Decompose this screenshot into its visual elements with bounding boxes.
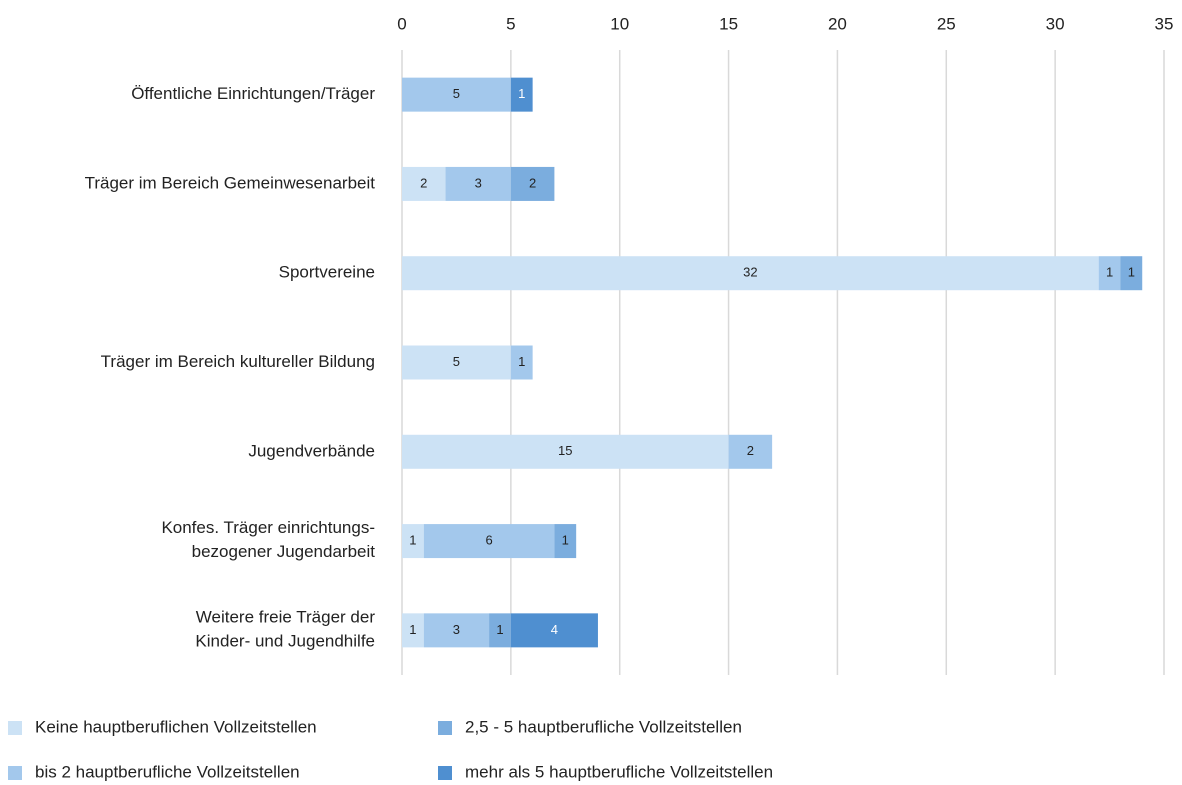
legend-label: bis 2 hauptberufliche Vollzeitstellen bbox=[35, 762, 300, 781]
legend-swatch bbox=[438, 766, 452, 780]
bar-segment bbox=[554, 524, 577, 559]
bar-segment bbox=[402, 166, 446, 201]
legend-swatch bbox=[8, 766, 22, 780]
x-tick-label: 20 bbox=[828, 14, 847, 33]
bar-segment bbox=[402, 77, 511, 112]
bar-segment bbox=[402, 345, 511, 380]
x-tick-label: 35 bbox=[1155, 14, 1174, 33]
legend-swatch bbox=[438, 721, 452, 735]
data-label: 5 bbox=[453, 86, 460, 101]
bar-segment bbox=[445, 166, 511, 201]
data-label: 5 bbox=[453, 354, 460, 369]
data-label: 1 bbox=[1106, 265, 1113, 280]
x-tick-label: 25 bbox=[937, 14, 956, 33]
data-label: 1 bbox=[496, 622, 503, 637]
category-label: Träger im Bereich kultureller Bildung bbox=[101, 352, 375, 371]
bar-segment bbox=[510, 166, 555, 201]
bar-segment bbox=[728, 434, 773, 469]
data-label: 1 bbox=[409, 622, 416, 637]
bar-segment bbox=[423, 613, 490, 648]
bar-segment bbox=[510, 613, 598, 648]
bar-segment bbox=[510, 77, 533, 112]
bar-segment bbox=[402, 434, 729, 469]
data-label: 2 bbox=[420, 175, 427, 190]
bar-segment bbox=[1098, 256, 1121, 291]
data-label: 3 bbox=[453, 622, 460, 637]
bar-segment bbox=[402, 256, 1099, 291]
legend-label: 2,5 - 5 hauptberufliche Vollzeitstellen bbox=[465, 717, 742, 736]
category-label: Jugendverbände bbox=[248, 441, 375, 460]
category-label: Öffentliche Einrichtungen/Träger bbox=[131, 84, 375, 103]
bar-segment bbox=[402, 613, 424, 648]
data-label: 1 bbox=[409, 533, 416, 548]
data-label: 32 bbox=[743, 265, 757, 280]
data-label: 1 bbox=[562, 533, 569, 548]
legend-swatch bbox=[8, 721, 22, 735]
data-label: 6 bbox=[485, 533, 492, 548]
x-tick-label: 15 bbox=[719, 14, 738, 33]
legend-label: mehr als 5 hauptberufliche Vollzeitstell… bbox=[465, 762, 773, 781]
bar-segment bbox=[489, 613, 511, 648]
bar-segment bbox=[402, 524, 424, 559]
bar-segment bbox=[1120, 256, 1143, 291]
legend-label: Keine hauptberuflichen Vollzeitstellen bbox=[35, 717, 317, 736]
data-label: 3 bbox=[475, 175, 482, 190]
data-label: 1 bbox=[518, 354, 525, 369]
bar-segment bbox=[510, 345, 533, 380]
x-tick-label: 0 bbox=[397, 14, 406, 33]
x-tick-label: 5 bbox=[506, 14, 515, 33]
x-tick-label: 10 bbox=[610, 14, 629, 33]
bar-segment bbox=[423, 524, 555, 559]
data-label: 1 bbox=[518, 86, 525, 101]
category-label: Träger im Bereich Gemeinwesenarbeit bbox=[85, 173, 376, 192]
data-label: 4 bbox=[551, 622, 558, 637]
category-label: Sportvereine bbox=[279, 263, 375, 282]
data-label: 1 bbox=[1128, 265, 1135, 280]
data-label: 2 bbox=[747, 443, 754, 458]
data-label: 2 bbox=[529, 175, 536, 190]
data-label: 15 bbox=[558, 443, 572, 458]
x-tick-label: 30 bbox=[1046, 14, 1065, 33]
category-label: Konfes. Träger einrichtungs-bezogener Ju… bbox=[161, 519, 375, 562]
category-label: Weitere freie Träger der Kinder- und Juge… bbox=[195, 608, 375, 651]
